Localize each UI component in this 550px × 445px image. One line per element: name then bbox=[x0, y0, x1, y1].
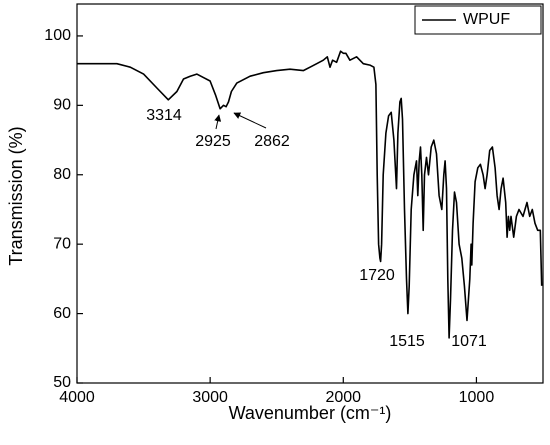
y-axis-title: Transmission (%) bbox=[6, 126, 26, 265]
y-tick-label: 50 bbox=[53, 374, 71, 391]
y-tick-label: 60 bbox=[53, 305, 71, 322]
peak-label: 1720 bbox=[359, 267, 395, 284]
legend-label: WPUF bbox=[463, 11, 510, 28]
y-tick-label: 90 bbox=[53, 97, 71, 114]
spectrum-line bbox=[77, 50, 543, 339]
arrow bbox=[214, 114, 222, 130]
y-tick-label: 100 bbox=[44, 27, 71, 44]
y-tick-label: 70 bbox=[53, 235, 71, 252]
arrow bbox=[233, 112, 267, 129]
x-axis-title: Wavenumber (cm⁻¹) bbox=[229, 403, 392, 423]
peak-label: 2862 bbox=[254, 133, 290, 150]
x-tick-label: 1000 bbox=[459, 389, 495, 406]
plot-frame bbox=[76, 3, 544, 384]
peak-label: 1515 bbox=[389, 333, 425, 350]
peak-label: 3314 bbox=[146, 107, 182, 124]
peak-label: 2925 bbox=[195, 133, 231, 150]
peak-label: 1071 bbox=[451, 333, 487, 350]
x-tick-label: 3000 bbox=[192, 389, 228, 406]
y-tick-label: 80 bbox=[53, 166, 71, 183]
x-tick-label: 2000 bbox=[325, 389, 361, 406]
x-tick-label: 4000 bbox=[59, 389, 95, 406]
